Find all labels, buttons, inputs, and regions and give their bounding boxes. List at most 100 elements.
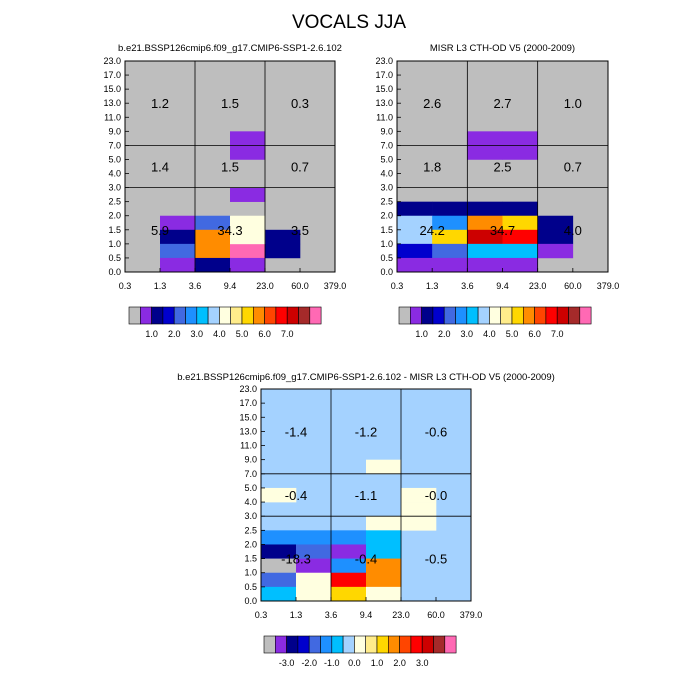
heatmap-cell bbox=[366, 558, 402, 574]
heatmap-cell bbox=[331, 558, 367, 574]
heatmap-cell bbox=[261, 530, 297, 545]
group-value-label: -0.4 bbox=[355, 552, 377, 567]
heatmap-cell bbox=[467, 201, 503, 217]
group-value-label: 2.5 bbox=[493, 160, 511, 175]
y-tick-label: 2.0 bbox=[108, 211, 121, 221]
heatmap-cell bbox=[537, 215, 574, 231]
y-tick-label: 4.0 bbox=[380, 169, 393, 179]
colorbar-swatch bbox=[331, 635, 344, 654]
colorbar-swatch bbox=[320, 635, 333, 654]
group-value-label: 2.7 bbox=[493, 96, 511, 111]
heatmap-cell bbox=[467, 215, 503, 231]
heatmap-cell bbox=[195, 229, 231, 245]
colorbar-swatch bbox=[568, 306, 581, 325]
colorbar-label: 0.0 bbox=[348, 658, 361, 668]
y-tick-label: 0.5 bbox=[108, 253, 121, 263]
x-tick-label: 379.0 bbox=[460, 610, 483, 620]
x-tick-label: 23.0 bbox=[256, 281, 274, 291]
group-value-label: 0.7 bbox=[291, 160, 309, 175]
group-value-label: -1.2 bbox=[355, 424, 377, 439]
colorbar-swatch bbox=[253, 306, 265, 325]
colorbar-label: 2.0 bbox=[168, 329, 181, 339]
y-tick-label: 23.0 bbox=[239, 384, 257, 394]
colorbar-label: 7.0 bbox=[551, 329, 564, 339]
x-tick-label: 1.3 bbox=[290, 610, 303, 620]
heatmap-panel-3: 0.3 1.3 3.6 9.4 23.0 60.0 379.0 0.0 0.5 1.0 1.5 2.0… bbox=[177, 372, 555, 668]
x-tick-label: 1.3 bbox=[154, 281, 167, 291]
heatmap-cell bbox=[397, 229, 433, 245]
heatmap-cell bbox=[502, 145, 538, 160]
x-tick-label: 379.0 bbox=[324, 281, 347, 291]
group-value-label: 24.2 bbox=[420, 223, 445, 238]
colorbar-swatch bbox=[410, 635, 423, 654]
colorbar-swatch bbox=[556, 306, 569, 325]
y-tick-label: 1.0 bbox=[108, 239, 121, 249]
y-tick-label: 17.0 bbox=[375, 70, 393, 80]
heatmap-cell bbox=[467, 257, 503, 273]
colorbar-label: 1.0 bbox=[145, 329, 158, 339]
heatmap-cell bbox=[432, 257, 468, 273]
y-tick-label: 4.0 bbox=[244, 497, 257, 507]
x-tick-label: 60.0 bbox=[291, 281, 309, 291]
group-value-label: -0.6 bbox=[425, 424, 447, 439]
heatmap-cell bbox=[195, 257, 231, 273]
colorbar-label: 4.0 bbox=[483, 329, 496, 339]
heatmap-cell bbox=[397, 257, 433, 273]
x-tick-label: 60.0 bbox=[564, 281, 582, 291]
heatmap-cell bbox=[502, 215, 538, 231]
heatmap-cell bbox=[160, 243, 196, 259]
heatmap-cell bbox=[397, 243, 433, 259]
y-tick-label: 15.0 bbox=[103, 84, 121, 94]
heatmap-cell bbox=[261, 586, 297, 602]
x-tick-label: 3.6 bbox=[325, 610, 338, 620]
x-tick-label: 0.3 bbox=[391, 281, 404, 291]
y-tick-label: 17.0 bbox=[239, 398, 257, 408]
colorbar-swatch bbox=[444, 635, 457, 654]
y-tick-label: 1.0 bbox=[380, 239, 393, 249]
group-value-label: 3.5 bbox=[291, 223, 309, 238]
heatmap-cell bbox=[366, 586, 402, 602]
heatmap-cell bbox=[230, 243, 266, 259]
heatmap-cell bbox=[331, 572, 367, 588]
heatmap-cell bbox=[331, 530, 367, 545]
heatmap-cell bbox=[537, 229, 574, 245]
y-tick-label: 0.5 bbox=[380, 253, 393, 263]
x-tick-label: 0.3 bbox=[119, 281, 132, 291]
heatmap-cell bbox=[366, 516, 402, 531]
heatmap-cell bbox=[261, 487, 297, 503]
heatmap-cell bbox=[467, 145, 503, 160]
colorbar-swatch bbox=[399, 635, 412, 654]
heatmap-cell bbox=[230, 257, 266, 273]
colorbar-swatch bbox=[421, 635, 434, 654]
colorbar-label: 2.0 bbox=[438, 329, 451, 339]
colorbar-swatch bbox=[140, 306, 152, 325]
heatmap-cell bbox=[230, 215, 266, 231]
colorbar-swatch bbox=[264, 306, 277, 325]
y-tick-label: 3.0 bbox=[380, 183, 393, 193]
colorbar-swatch bbox=[173, 306, 186, 325]
heatmap-cell bbox=[366, 572, 402, 588]
heatmap-cell bbox=[432, 229, 468, 245]
heatmap-cell bbox=[467, 131, 503, 146]
colorbar-swatch bbox=[545, 306, 558, 325]
colorbar-swatch bbox=[409, 306, 422, 325]
colorbar-swatch bbox=[522, 306, 535, 325]
colorbar-swatch bbox=[579, 306, 592, 325]
heatmap-cell bbox=[296, 558, 332, 574]
x-tick-label: 23.0 bbox=[392, 610, 410, 620]
y-tick-label: 0.0 bbox=[244, 596, 257, 606]
y-tick-label: 3.0 bbox=[244, 511, 257, 521]
x-tick-label: 379.0 bbox=[597, 281, 620, 291]
y-tick-label: 9.0 bbox=[244, 455, 257, 465]
colorbar-swatch bbox=[455, 306, 468, 325]
y-tick-label: 0.0 bbox=[380, 267, 393, 277]
colorbar-swatch bbox=[466, 306, 479, 325]
panels-group: 0.3 1.3 3.6 9.4 23.0 60.0 379.0 0.0 0.5 1.0 1.5 2.0… bbox=[103, 43, 619, 668]
x-tick-label: 3.6 bbox=[461, 281, 474, 291]
y-tick-label: 0.0 bbox=[108, 267, 121, 277]
heatmap-cell bbox=[467, 229, 503, 245]
colorbar-label: -1.0 bbox=[324, 658, 340, 668]
y-tick-label: 11.0 bbox=[376, 112, 393, 122]
heatmap-cell bbox=[502, 257, 538, 273]
colorbar-swatch bbox=[433, 635, 446, 654]
